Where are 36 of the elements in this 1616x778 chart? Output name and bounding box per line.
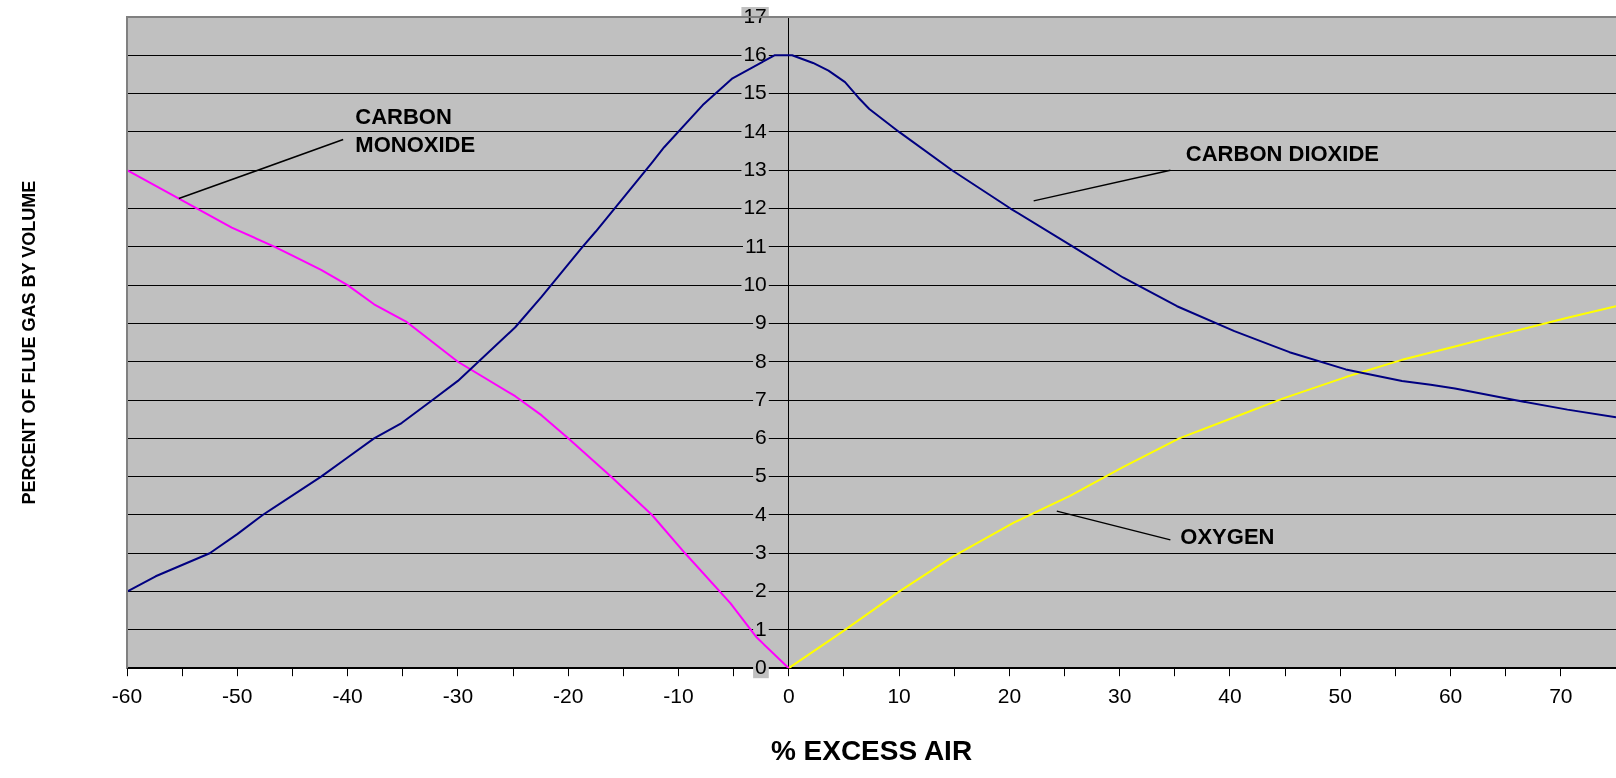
y-tick-label: 2 xyxy=(755,578,767,602)
y-tick-label: 5 xyxy=(755,463,767,487)
x-tick-label: -10 xyxy=(663,683,694,707)
annotation: CARBON MONOXIDE xyxy=(355,103,476,157)
x-tick-label: -60 xyxy=(111,683,143,707)
y-tick-label: 12 xyxy=(743,195,767,219)
y-tick-label: 11 xyxy=(744,233,767,257)
y-tick-label: 16 xyxy=(743,42,767,66)
annotation: CARBON DIOXIDE xyxy=(1185,140,1379,166)
x-tick-label: -20 xyxy=(553,683,584,707)
x-tick-label: -40 xyxy=(332,683,363,707)
y-tick-label: 3 xyxy=(755,540,767,564)
y-tick-label: 0 xyxy=(755,655,767,678)
x-tick-label: 0 xyxy=(782,683,795,707)
y-tick-label: 7 xyxy=(755,386,767,410)
x-tick-label: 10 xyxy=(887,683,911,707)
y-tick-label: 15 xyxy=(743,80,767,104)
y-tick-label: 8 xyxy=(755,348,767,372)
y-tick-label: 13 xyxy=(743,157,767,181)
x-tick-label: -30 xyxy=(442,683,474,707)
y-tick-label: 4 xyxy=(755,501,768,525)
x-axis-title: % EXCESS AIR xyxy=(770,734,973,766)
x-tick-label: 30 xyxy=(1107,683,1132,707)
y-tick-label: 10 xyxy=(743,271,767,295)
x-tick-label: 20 xyxy=(997,683,1022,707)
y-tick-label: 1 xyxy=(755,616,767,640)
y-axis-title: PERCENT OF FLUE GAS BY VOLUME xyxy=(18,180,39,505)
x-tick-label: -50 xyxy=(222,683,253,707)
x-tick-label: 60 xyxy=(1438,683,1463,707)
y-tick-label: 9 xyxy=(755,310,767,334)
x-tick-label: 40 xyxy=(1218,683,1242,707)
x-tick-label: 50 xyxy=(1328,683,1352,707)
y-tick-label: 6 xyxy=(755,425,767,449)
annotation: OXYGEN xyxy=(1180,524,1275,550)
y-tick-label: 14 xyxy=(743,118,768,142)
x-tick-label: 70 xyxy=(1549,683,1573,707)
